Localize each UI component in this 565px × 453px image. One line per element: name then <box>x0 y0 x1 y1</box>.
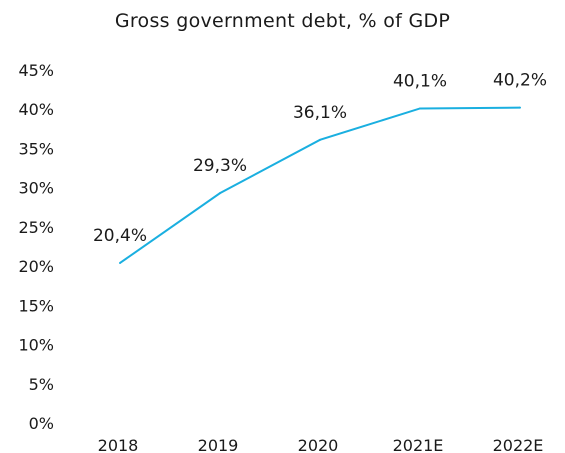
data-labels: 20,4% 29,3% 36,1% 40,1% 40,2% <box>93 71 547 246</box>
y-tick-label: 10% <box>18 336 54 355</box>
x-tick-label: 2018 <box>98 436 139 453</box>
y-tick-label: 35% <box>18 139 54 158</box>
data-point <box>419 107 421 110</box>
series-line <box>119 106 521 264</box>
data-label: 29,3% <box>193 156 247 176</box>
y-tick-label: 45% <box>18 61 54 80</box>
y-tick-label: 20% <box>18 257 54 276</box>
x-tick-label: 2022E <box>493 436 544 453</box>
x-tick-label: 2021E <box>393 436 444 453</box>
y-tick-label: 0% <box>29 414 54 433</box>
y-tick-label: 30% <box>18 179 54 198</box>
data-label: 40,2% <box>493 71 547 91</box>
data-point <box>119 261 121 264</box>
data-label: 20,4% <box>93 226 147 246</box>
data-label: 40,1% <box>393 71 447 91</box>
x-tick-label: 2020 <box>298 436 339 453</box>
y-tick-label: 25% <box>18 218 54 237</box>
data-point <box>219 192 221 195</box>
x-axis: 2018 2019 2020 2021E 2022E <box>98 436 544 453</box>
y-tick-label: 5% <box>29 375 54 394</box>
data-point <box>519 106 521 109</box>
series-group <box>119 106 521 264</box>
y-tick-label: 15% <box>18 296 54 315</box>
data-label: 36,1% <box>293 103 347 123</box>
y-axis: 0% 5% 10% 15% 20% 25% 30% 35% 40% 45% <box>18 61 54 433</box>
data-point <box>319 138 321 141</box>
x-tick-label: 2019 <box>198 436 239 453</box>
chart-title: Gross government debt, % of GDP <box>114 10 451 32</box>
y-tick-label: 40% <box>18 100 54 119</box>
